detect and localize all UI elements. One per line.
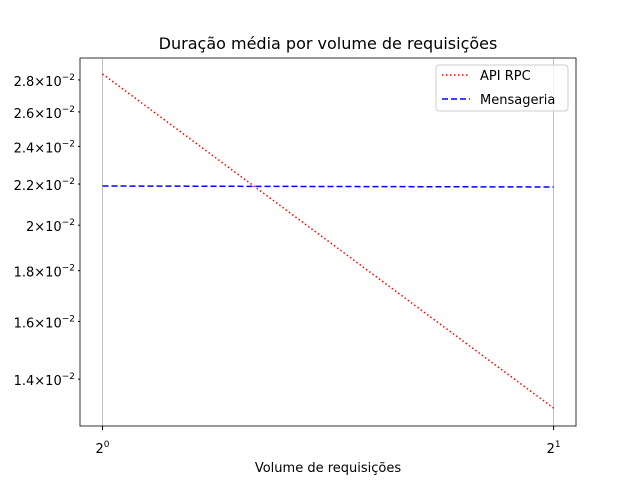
x-tick-label: 21 <box>547 440 561 457</box>
y-tick-label: 1.8×10−2 <box>14 264 75 281</box>
x-axis-label: Volume de requisições <box>255 461 402 476</box>
plot-frame <box>79 57 577 427</box>
y-tick-label: 1.6×10−2 <box>14 315 75 332</box>
y-tick-label: 2.6×10−2 <box>14 105 75 122</box>
y-tick-label: 2.2×10−2 <box>14 177 75 194</box>
y-tick-label: 2.8×10−2 <box>14 73 75 90</box>
x-tick-label: 20 <box>96 440 110 457</box>
legend-label: Mensageria <box>480 93 555 108</box>
chart-title: Duração média por volume de requisições <box>159 34 498 53</box>
y-tick-label: 2.4×10−2 <box>14 139 75 156</box>
legend-label: API RPC <box>480 69 531 84</box>
series-line <box>102 185 554 188</box>
series-line <box>102 73 555 409</box>
y-tick-label: 2×10−2 <box>26 218 75 235</box>
legend: API RPC Mensageria <box>435 64 569 112</box>
y-tick-label: 1.4×10−2 <box>14 372 75 389</box>
